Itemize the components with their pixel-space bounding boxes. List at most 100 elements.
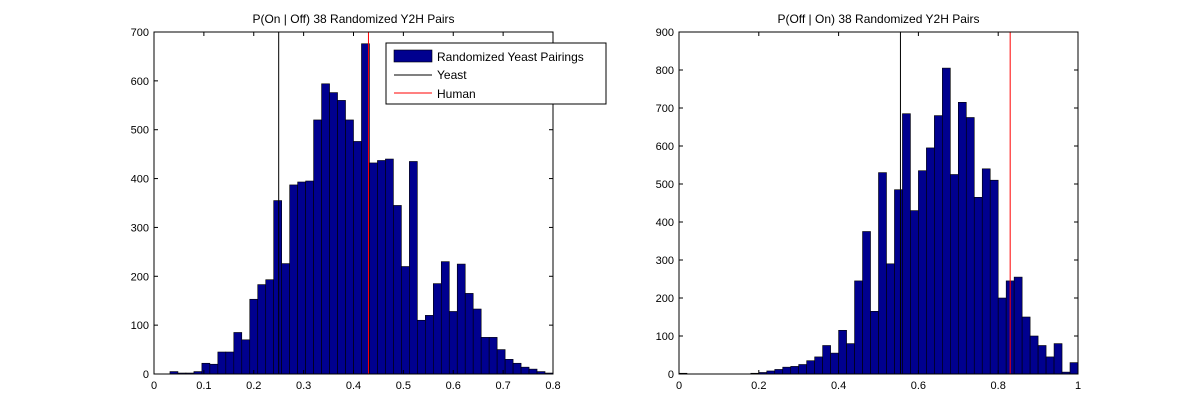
legend-swatch-randomized (393, 49, 433, 63)
bar-left-29 (385, 158, 394, 375)
bar-right-13 (782, 366, 792, 375)
ytick-label-left-2: 200 (131, 271, 149, 283)
bar-left-43 (496, 349, 506, 375)
ytick-label-left-4: 400 (131, 174, 149, 186)
xtick-label-left-3: 0.3 (296, 380, 311, 392)
bar-left-21 (321, 83, 330, 375)
bar-right-14 (790, 366, 799, 375)
bar-left-18 (297, 181, 306, 375)
bar-right-49 (1069, 362, 1079, 375)
bar-left-15 (273, 200, 282, 375)
bar-left-25 (353, 141, 362, 375)
bar-right-21 (846, 343, 855, 375)
chart-left-title: P(On | Off) 38 Randomized Y2H Pairs (252, 12, 454, 26)
bar-right-20 (838, 329, 847, 375)
chart-left: 0 0.1 0.2 0.3 0.4 0.5 0.6 0.7 0.8 0 100 200 300 400 50… (131, 12, 607, 392)
xtick-label-right-5: 1 (1075, 380, 1081, 392)
bars-left (169, 43, 554, 375)
bar-right-42 (1013, 276, 1023, 375)
ytick-label-left-0: 0 (143, 369, 149, 381)
chart-right: 0 0.2 0.4 0.6 0.8 1 0 100 200 300 400 500 600 700 800 9… (656, 12, 1081, 392)
bar-left-33 (417, 319, 426, 375)
bar-left-30 (393, 205, 402, 375)
bar-left-23 (337, 100, 346, 375)
chart-right-title: P(Off | On) 38 Randomized Y2H Pairs (777, 12, 979, 26)
bar-right-27 (894, 189, 903, 375)
bar-right-31 (926, 147, 935, 375)
bar-left-8 (217, 351, 227, 375)
bar-left-13 (257, 284, 267, 375)
ytick-label-right-4: 400 (656, 217, 674, 229)
bar-right-33 (942, 67, 951, 375)
ytick-label-right-2: 200 (656, 293, 674, 305)
ytick-label-left-1: 100 (131, 320, 149, 332)
bar-right-40 (997, 297, 1007, 375)
bar-left-14 (265, 279, 275, 375)
bar-right-26 (886, 263, 895, 375)
bar-left-9 (225, 351, 235, 375)
bar-left-37 (448, 311, 458, 375)
bar-right-43 (1021, 316, 1031, 375)
bar-right-29 (910, 210, 919, 375)
bar-right-35 (957, 102, 967, 375)
bar-left-38 (456, 263, 466, 375)
legend-label-human: Human (437, 87, 476, 101)
bar-right-30 (918, 170, 927, 375)
legend-label-yeast: Yeast (437, 68, 467, 82)
ytick-label-right-1: 100 (656, 331, 674, 343)
bar-right-23 (862, 231, 871, 375)
bar-left-17 (289, 184, 298, 375)
bar-right-39 (989, 179, 999, 375)
bar-right-17 (814, 356, 823, 375)
ytick-label-right-9: 900 (656, 27, 674, 39)
bar-left-39 (464, 293, 474, 375)
ytick-label-right-6: 600 (656, 141, 674, 153)
bar-right-19 (830, 352, 839, 375)
bar-left-47 (528, 368, 538, 375)
xtick-label-left-6: 0.6 (446, 380, 461, 392)
bar-left-42 (488, 337, 498, 375)
xtick-label-left-4: 0.4 (346, 380, 361, 392)
bar-right-36 (965, 117, 975, 375)
bar-right-15 (798, 364, 807, 375)
bar-right-25 (878, 172, 887, 375)
bar-right-24 (870, 310, 879, 375)
xtick-label-left-1: 0.1 (196, 380, 211, 392)
ytick-label-left-5: 500 (131, 125, 149, 137)
bar-left-20 (313, 119, 322, 375)
xtick-label-right-4: 0.8 (991, 380, 1006, 392)
bar-left-34 (425, 315, 434, 375)
bar-left-11 (241, 339, 251, 375)
bar-left-45 (512, 362, 522, 375)
bar-left-7 (209, 363, 219, 375)
xtick-label-right-3: 0.6 (911, 380, 926, 392)
bar-left-41 (480, 337, 490, 375)
legend: Randomized Yeast Pairings Yeast Human (385, 42, 607, 105)
bar-right-28 (902, 113, 911, 375)
bar-left-35 (432, 283, 442, 375)
bar-left-22 (329, 92, 338, 375)
legend-label-randomized: Randomized Yeast Pairings (437, 50, 584, 64)
xtick-label-left-5: 0.5 (396, 380, 411, 392)
ytick-label-right-0: 0 (668, 369, 674, 381)
bar-right-32 (934, 115, 943, 375)
bar-right-37 (973, 197, 983, 375)
bar-right-18 (822, 345, 831, 375)
bar-left-46 (520, 366, 530, 375)
ytick-label-right-5: 500 (656, 179, 674, 191)
bar-right-44 (1029, 335, 1039, 375)
bar-left-32 (409, 161, 418, 375)
bar-right-12 (774, 369, 784, 375)
ytick-label-right-8: 800 (656, 65, 674, 77)
bar-left-19 (305, 180, 314, 375)
bar-left-12 (249, 298, 259, 375)
bar-left-6 (201, 362, 211, 375)
bar-right-47 (1053, 343, 1063, 375)
bar-left-24 (345, 119, 354, 375)
ytick-label-left-7: 700 (131, 27, 149, 39)
ytick-label-left-3: 300 (131, 222, 149, 234)
bar-right-34 (950, 174, 959, 375)
bar-right-22 (854, 280, 863, 375)
bar-left-10 (233, 332, 243, 375)
